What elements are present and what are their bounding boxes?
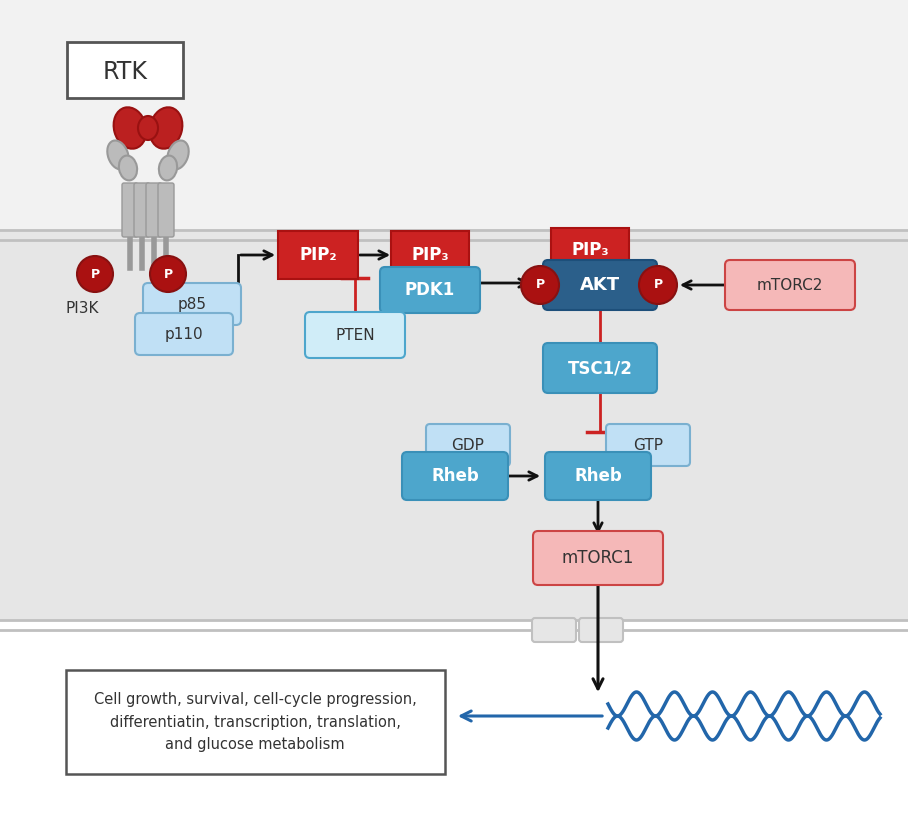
Text: PDK1: PDK1	[405, 281, 455, 299]
FancyBboxPatch shape	[391, 231, 469, 279]
Circle shape	[150, 256, 186, 292]
FancyBboxPatch shape	[402, 452, 508, 500]
Ellipse shape	[114, 107, 146, 149]
FancyBboxPatch shape	[579, 618, 623, 642]
FancyBboxPatch shape	[122, 183, 138, 237]
FancyBboxPatch shape	[606, 424, 690, 466]
Text: AKT: AKT	[580, 276, 620, 294]
Text: PIP₃: PIP₃	[571, 241, 608, 259]
Text: PIP₂: PIP₂	[300, 246, 337, 264]
Text: TSC1/2: TSC1/2	[568, 359, 633, 377]
Ellipse shape	[107, 141, 129, 169]
Text: PTEN: PTEN	[335, 328, 375, 342]
Text: Rheb: Rheb	[431, 467, 479, 485]
FancyBboxPatch shape	[305, 312, 405, 358]
Text: p110: p110	[164, 327, 203, 342]
FancyBboxPatch shape	[551, 228, 629, 272]
FancyBboxPatch shape	[146, 183, 162, 237]
FancyBboxPatch shape	[143, 283, 241, 325]
Text: RTK: RTK	[103, 60, 147, 84]
Text: PIP₃: PIP₃	[411, 246, 449, 264]
Text: GDP: GDP	[451, 437, 485, 453]
Text: p85: p85	[177, 297, 206, 311]
Text: mTORC2: mTORC2	[756, 278, 824, 292]
FancyBboxPatch shape	[278, 231, 358, 279]
Bar	[0, 0, 908, 230]
FancyBboxPatch shape	[532, 618, 576, 642]
Circle shape	[77, 256, 113, 292]
Text: mTORC1: mTORC1	[562, 549, 634, 567]
FancyBboxPatch shape	[533, 531, 663, 585]
FancyBboxPatch shape	[67, 42, 183, 98]
Text: Cell growth, survival, cell-cycle progression,
differentiatin, transcription, tr: Cell growth, survival, cell-cycle progre…	[94, 692, 417, 752]
FancyBboxPatch shape	[134, 183, 150, 237]
FancyBboxPatch shape	[543, 343, 657, 393]
Text: Rheb: Rheb	[574, 467, 622, 485]
Bar	[0, 230, 908, 620]
Text: P: P	[654, 279, 663, 292]
FancyBboxPatch shape	[543, 260, 657, 310]
Text: GTP: GTP	[633, 437, 663, 453]
FancyBboxPatch shape	[380, 267, 480, 313]
FancyBboxPatch shape	[545, 452, 651, 500]
Text: P: P	[536, 279, 545, 292]
Ellipse shape	[159, 155, 177, 181]
Text: P: P	[163, 267, 173, 280]
Circle shape	[521, 266, 559, 304]
Text: PI3K: PI3K	[65, 301, 99, 315]
FancyBboxPatch shape	[426, 424, 510, 466]
FancyBboxPatch shape	[66, 670, 445, 774]
Ellipse shape	[167, 141, 189, 169]
Text: P: P	[91, 267, 100, 280]
FancyBboxPatch shape	[135, 313, 233, 355]
Circle shape	[639, 266, 677, 304]
FancyBboxPatch shape	[158, 183, 174, 237]
Bar	[0, 620, 908, 817]
Ellipse shape	[150, 107, 183, 149]
Ellipse shape	[138, 116, 158, 140]
FancyBboxPatch shape	[725, 260, 855, 310]
Ellipse shape	[119, 155, 137, 181]
